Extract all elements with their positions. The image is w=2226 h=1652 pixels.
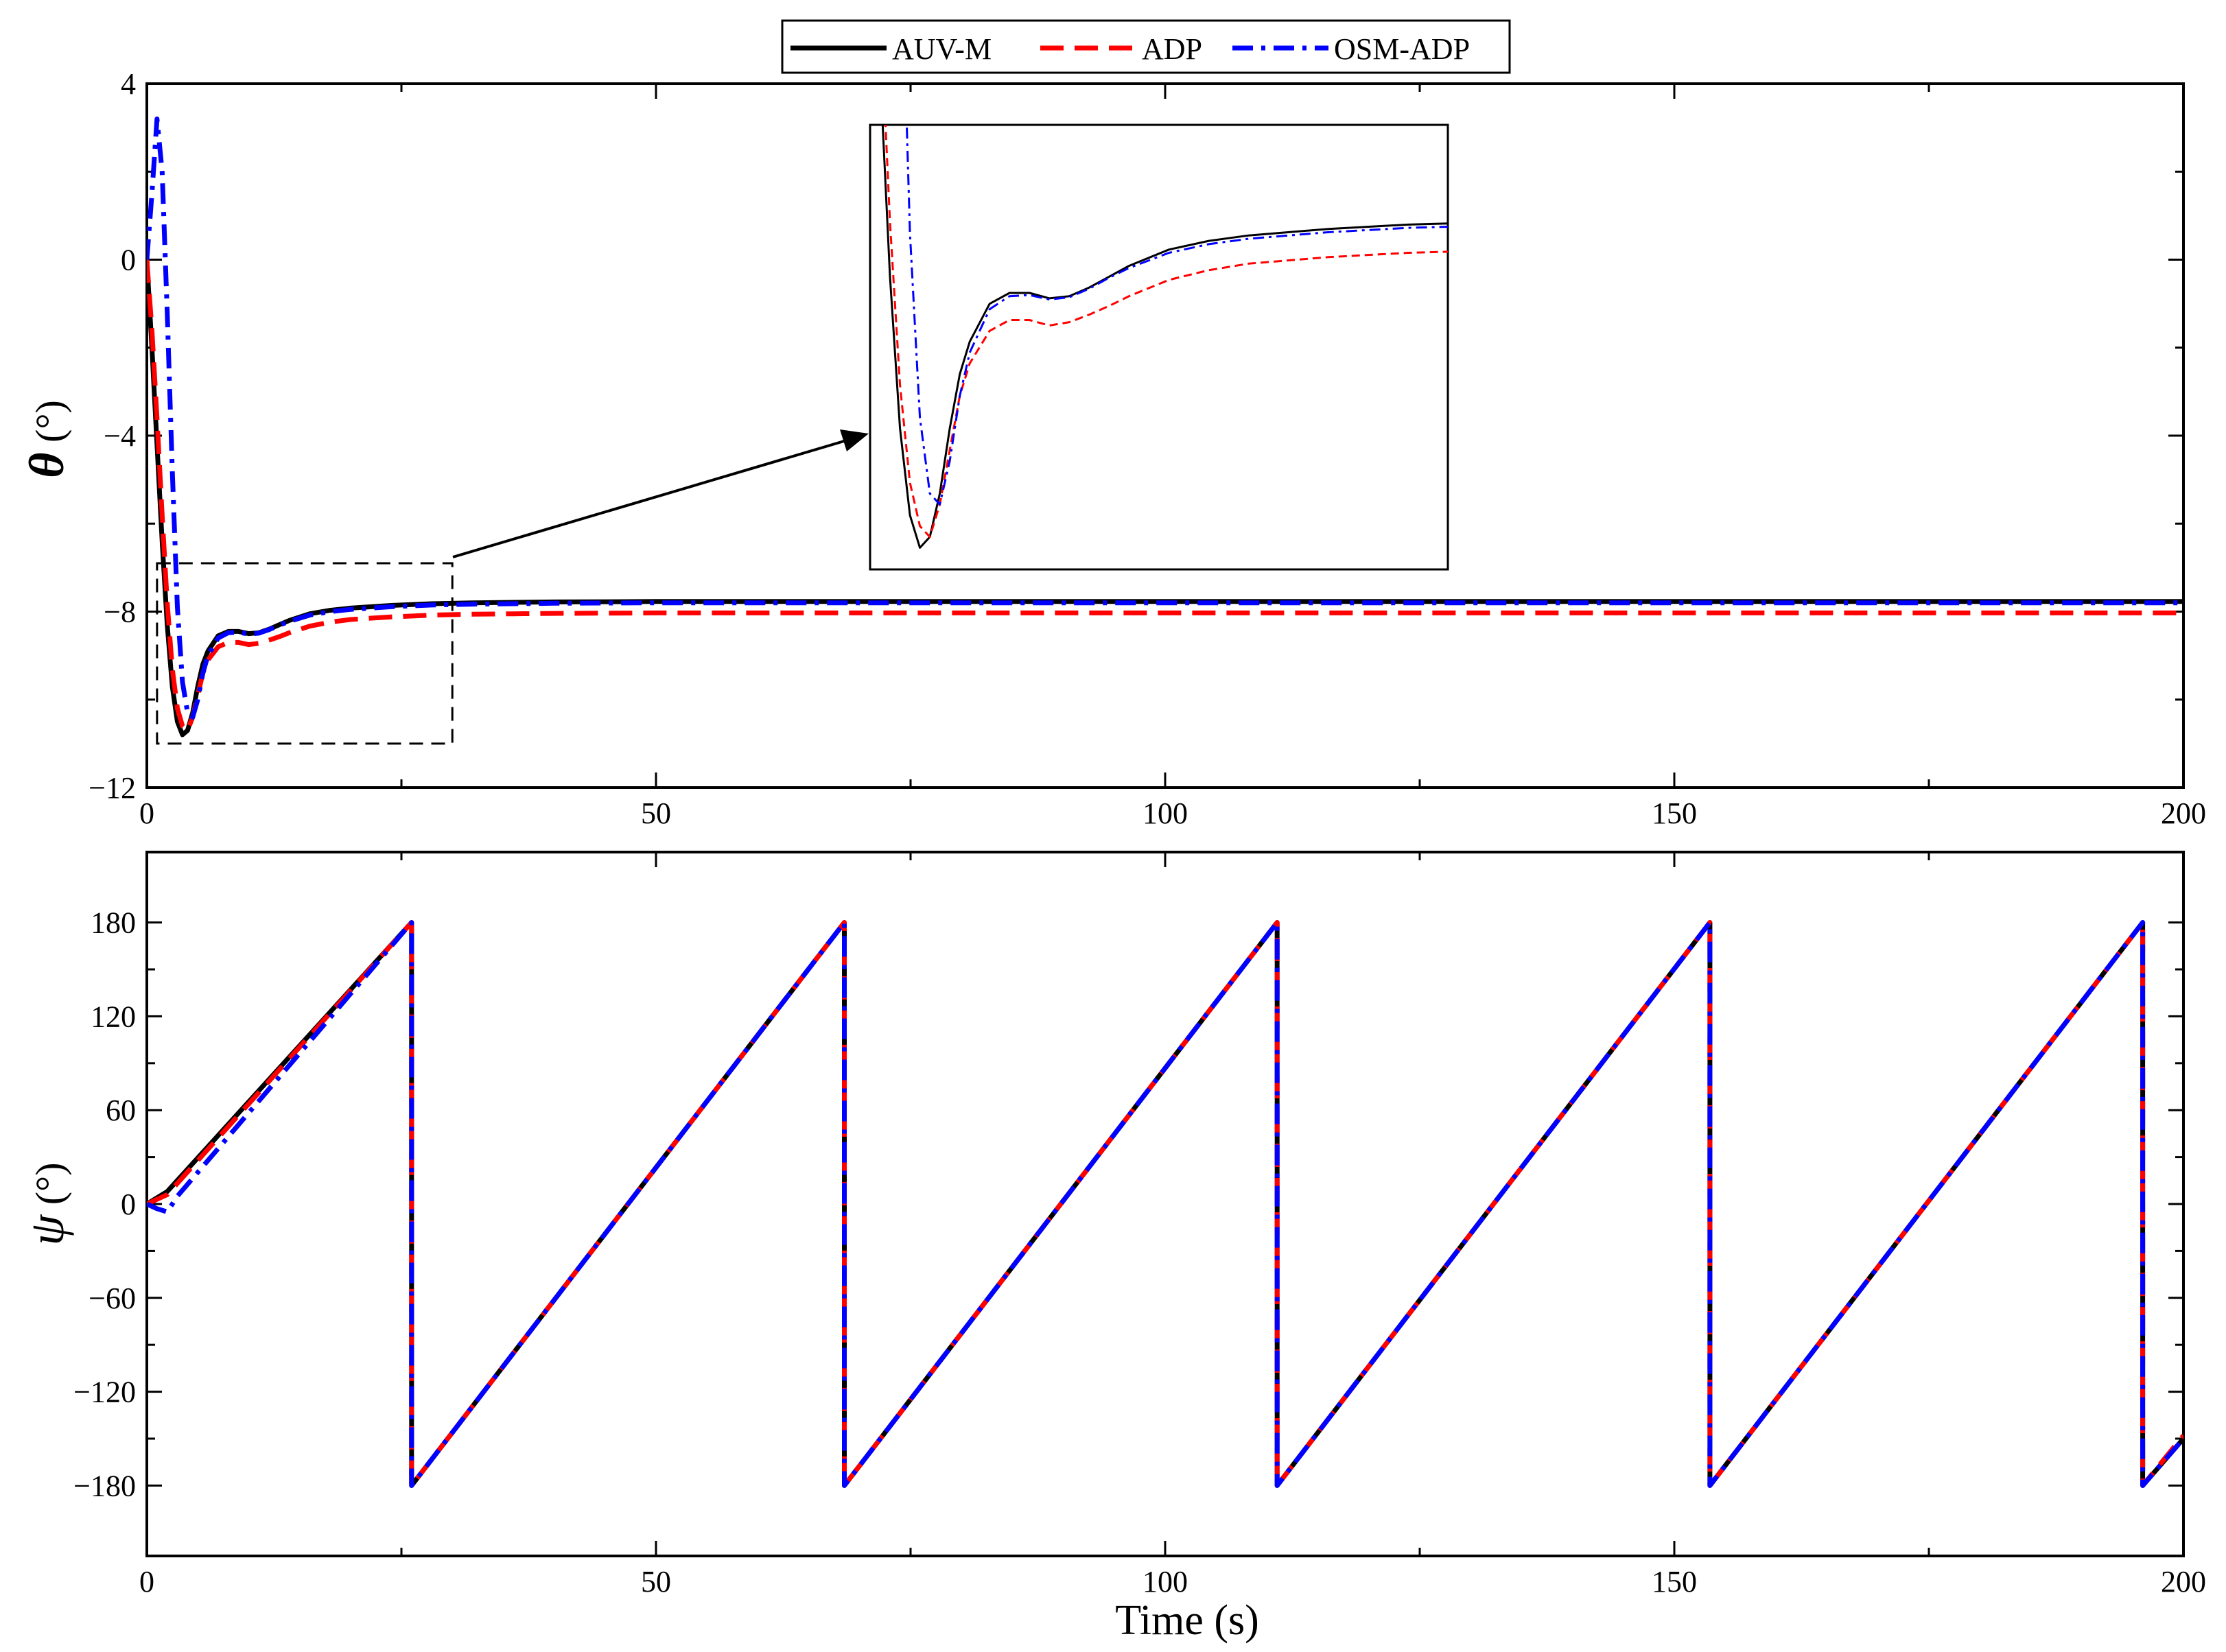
inset-frame: [869, 123, 1449, 571]
legend-label-auv-m: AUV-M: [892, 32, 992, 66]
top-ytick-label: 4: [121, 67, 136, 101]
bottom-xtick-label: 200: [2161, 1565, 2206, 1598]
inset-plot: [869, 123, 1449, 571]
top-ytick-label: −8: [104, 595, 136, 629]
top-xtick-label: 50: [641, 796, 671, 830]
zoom-arrow-line: [452, 440, 845, 558]
legend: AUV-M ADP OSM-ADP: [781, 19, 1511, 74]
bottom-ytick-label: −180: [73, 1469, 136, 1502]
bottom-xlabel: Time (s): [1115, 1597, 1259, 1644]
top-series-adp: [147, 259, 2183, 733]
top-xtick-label: 0: [139, 796, 154, 830]
top-ytick-label: −4: [104, 419, 136, 453]
top-ytick-label: −12: [89, 771, 136, 805]
inset-series: [881, 125, 1448, 549]
bottom-ytick-label: 180: [91, 906, 136, 940]
zoom-box: [156, 562, 454, 745]
top-ticks: 0 50 100 150 200 −12 −8 −4 0 4: [89, 67, 2206, 830]
bottom-ytick-label: 60: [106, 1094, 136, 1127]
top-ylabel-unit: (°): [27, 400, 72, 442]
top-series: [147, 116, 2183, 738]
legend-box: [781, 19, 1511, 74]
bottom-ytick-label: 0: [121, 1188, 136, 1221]
top-ylabel-symbol: θ: [19, 452, 74, 477]
legend-label-adp: ADP: [1142, 32, 1202, 66]
bottom-ylabel-symbol: ψ: [19, 1214, 74, 1246]
bottom-series-auv-m: [147, 920, 2183, 1488]
bottom-plot-frame: [145, 851, 2185, 1557]
top-series-osm-adp: [147, 116, 2183, 720]
bottom-series-adp: [147, 920, 2183, 1488]
bottom-ylabel-unit: (°): [27, 1162, 72, 1205]
top-ylabel: θ (°): [19, 400, 74, 478]
bottom-ticks: 0 50 100 150 200 −180 −120 −60 0 60 120 180: [73, 852, 2206, 1598]
bottom-ytick-label: 120: [91, 1000, 136, 1033]
bottom-xtick-label: 100: [1143, 1565, 1188, 1598]
top-xtick-label: 150: [1652, 796, 1697, 830]
top-ytick-label: 0: [121, 244, 136, 277]
top-xtick-label: 100: [1143, 796, 1188, 830]
bottom-panel: 0 50 100 150 200 −180 −120 −60 0 60 120 180 ψ (°) T…: [19, 851, 2206, 1644]
inset-series-auv-m: [881, 125, 1448, 549]
bottom-ylabel: ψ (°): [19, 1162, 74, 1245]
bottom-ytick-label: −60: [89, 1282, 136, 1315]
top-xtick-label: 200: [2161, 796, 2206, 830]
top-panel: 0 50 100 150 200 −12 −8 −4 0 4 θ (°): [19, 67, 2206, 830]
bottom-xtick-label: 50: [641, 1565, 671, 1598]
legend-label-osm-adp: OSM-ADP: [1334, 32, 1470, 66]
bottom-xtick-label: 0: [139, 1565, 154, 1598]
bottom-series: [147, 920, 2183, 1488]
zoom-arrow-head: [840, 429, 869, 451]
bottom-ytick-label: −120: [73, 1376, 136, 1409]
bottom-xtick-label: 150: [1652, 1565, 1697, 1598]
bottom-series-osm-adp: [147, 920, 2183, 1488]
